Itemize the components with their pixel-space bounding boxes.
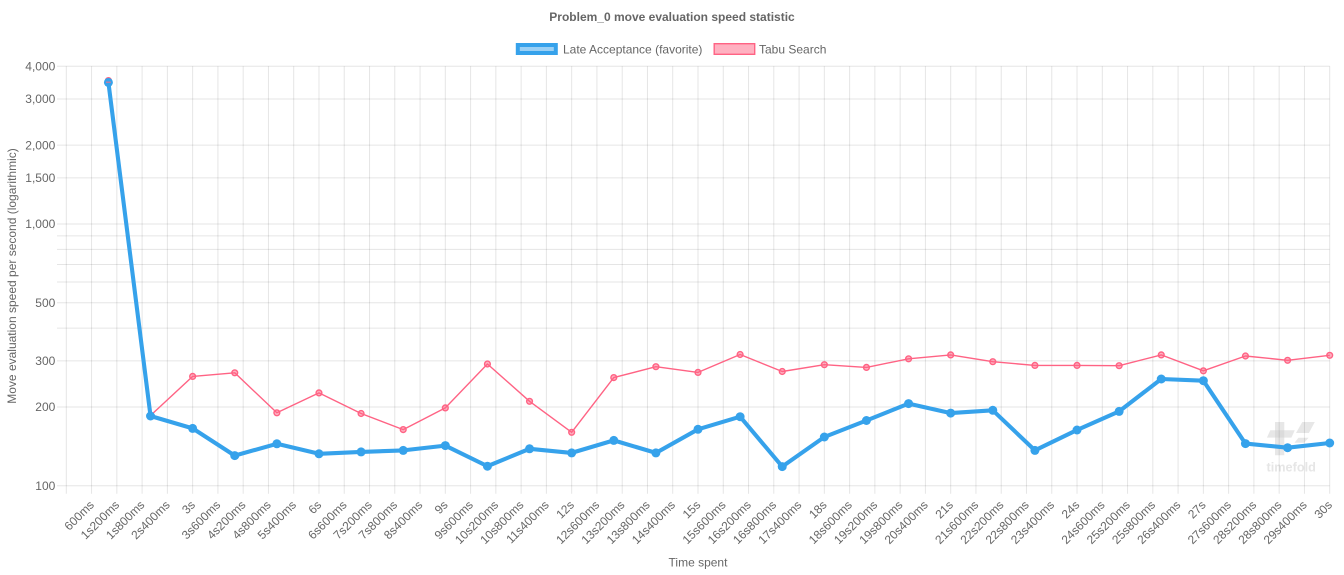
svg-text:500: 500 <box>35 296 55 310</box>
svg-text:Time spent: Time spent <box>669 556 729 570</box>
svg-text:Tabu Search: Tabu Search <box>759 43 826 57</box>
svg-text:Late Acceptance (favorite): Late Acceptance (favorite) <box>563 43 702 57</box>
svg-text:1,500: 1,500 <box>25 171 55 185</box>
svg-text:4,000: 4,000 <box>25 60 55 74</box>
svg-text:Move evaluation speed per seco: Move evaluation speed per second (logari… <box>5 148 19 403</box>
svg-text:100: 100 <box>35 479 55 493</box>
svg-text:300: 300 <box>35 354 55 368</box>
svg-text:Problem_0 move evaluation spee: Problem_0 move evaluation speed statisti… <box>549 10 795 24</box>
svg-text:timefold: timefold <box>1267 460 1316 474</box>
svg-text:1,000: 1,000 <box>25 217 55 231</box>
svg-text:3,000: 3,000 <box>25 92 55 106</box>
svg-text:2,000: 2,000 <box>25 138 55 152</box>
svg-text:200: 200 <box>35 400 55 414</box>
